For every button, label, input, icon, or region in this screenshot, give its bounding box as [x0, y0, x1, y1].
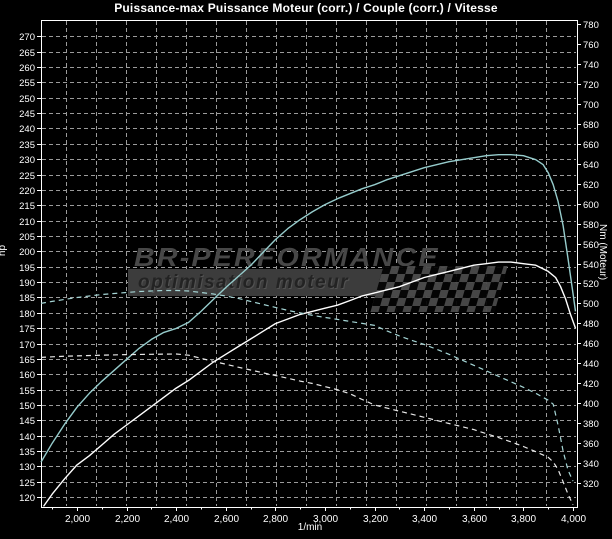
svg-text:225: 225 — [19, 171, 35, 182]
svg-text:4,000: 4,000 — [561, 514, 586, 525]
svg-text:200: 200 — [19, 247, 35, 258]
svg-text:660: 660 — [583, 140, 599, 151]
svg-text:120: 120 — [19, 493, 35, 504]
svg-text:2,600: 2,600 — [214, 514, 239, 525]
x-axis-label: 1/min — [297, 522, 323, 533]
svg-text:130: 130 — [19, 462, 35, 473]
svg-text:270: 270 — [19, 32, 35, 43]
svg-text:680: 680 — [583, 120, 599, 131]
brand-watermark: BR-PERFORMANCE optimisation moteur — [118, 242, 518, 314]
svg-text:720: 720 — [583, 80, 599, 91]
y-right-axis-label: Nm (Moteur) — [597, 224, 608, 281]
svg-text:240: 240 — [19, 124, 35, 135]
svg-text:210: 210 — [19, 217, 35, 228]
svg-text:215: 215 — [19, 201, 35, 212]
y-left-axis-label: hp — [0, 244, 9, 257]
svg-text:260: 260 — [19, 63, 35, 74]
svg-text:560: 560 — [583, 240, 599, 251]
svg-text:3,800: 3,800 — [511, 514, 536, 525]
brand-watermark-tagline: optimisation moteur — [138, 272, 350, 293]
svg-text:400: 400 — [583, 399, 599, 410]
svg-text:175: 175 — [19, 324, 35, 335]
svg-text:2,400: 2,400 — [164, 514, 189, 525]
svg-text:780: 780 — [583, 20, 599, 31]
svg-text:220: 220 — [19, 186, 35, 197]
svg-text:250: 250 — [19, 94, 35, 105]
svg-text:320: 320 — [583, 479, 599, 490]
svg-text:185: 185 — [19, 293, 35, 304]
svg-text:140: 140 — [19, 432, 35, 443]
svg-text:160: 160 — [19, 370, 35, 381]
svg-text:3,000: 3,000 — [313, 514, 338, 525]
svg-text:235: 235 — [19, 140, 35, 151]
svg-text:480: 480 — [583, 319, 599, 330]
svg-text:190: 190 — [19, 278, 35, 289]
svg-text:245: 245 — [19, 109, 35, 120]
svg-text:135: 135 — [19, 447, 35, 458]
svg-text:195: 195 — [19, 263, 35, 274]
svg-text:620: 620 — [583, 180, 599, 191]
svg-text:3,600: 3,600 — [462, 514, 487, 525]
svg-text:230: 230 — [19, 155, 35, 166]
svg-text:3,200: 3,200 — [363, 514, 388, 525]
svg-text:2,200: 2,200 — [115, 514, 140, 525]
svg-text:460: 460 — [583, 339, 599, 350]
svg-text:420: 420 — [583, 379, 599, 390]
svg-text:170: 170 — [19, 340, 35, 351]
svg-text:265: 265 — [19, 48, 35, 59]
svg-text:600: 600 — [583, 200, 599, 211]
svg-text:740: 740 — [583, 60, 599, 71]
svg-text:255: 255 — [19, 78, 35, 89]
svg-text:360: 360 — [583, 439, 599, 450]
svg-text:165: 165 — [19, 355, 35, 366]
svg-text:500: 500 — [583, 299, 599, 310]
svg-text:340: 340 — [583, 459, 599, 470]
svg-text:145: 145 — [19, 416, 35, 427]
svg-text:155: 155 — [19, 386, 35, 397]
svg-text:760: 760 — [583, 40, 599, 51]
svg-text:640: 640 — [583, 160, 599, 171]
svg-text:2,800: 2,800 — [263, 514, 288, 525]
svg-text:380: 380 — [583, 419, 599, 430]
svg-text:540: 540 — [583, 260, 599, 271]
svg-text:440: 440 — [583, 359, 599, 370]
svg-text:580: 580 — [583, 220, 599, 231]
svg-text:180: 180 — [19, 309, 35, 320]
svg-text:150: 150 — [19, 401, 35, 412]
svg-text:2,000: 2,000 — [65, 514, 90, 525]
svg-text:3,400: 3,400 — [412, 514, 437, 525]
svg-text:700: 700 — [583, 100, 599, 111]
svg-text:125: 125 — [19, 478, 35, 489]
chart-title: Puissance-max Puissance Moteur (corr.) /… — [114, 1, 498, 15]
svg-text:205: 205 — [19, 232, 35, 243]
svg-text:520: 520 — [583, 279, 599, 290]
